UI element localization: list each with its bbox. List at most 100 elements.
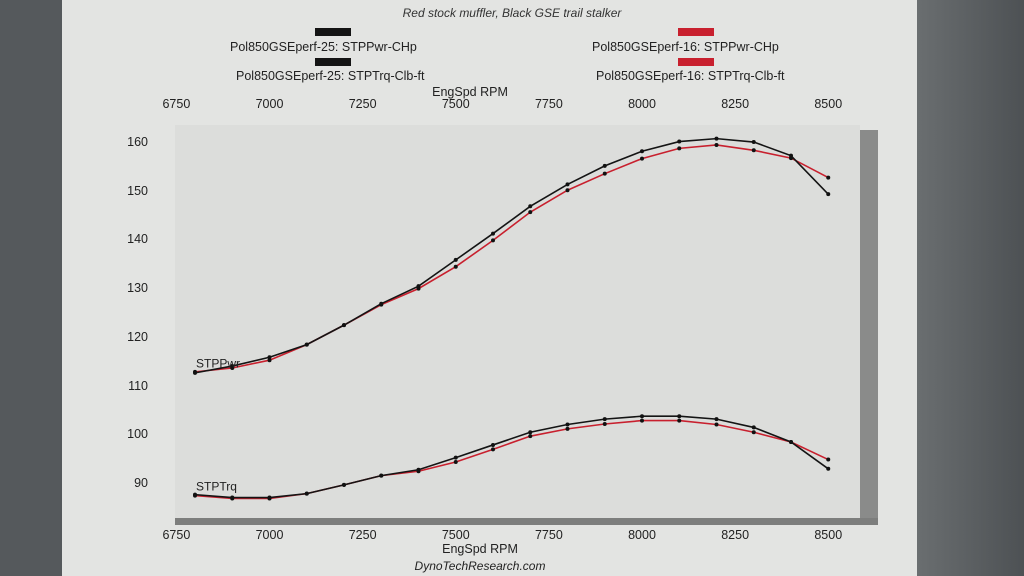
legend-label: Pol850GSEperf-25: STPTrq-Clb-ft <box>236 69 425 83</box>
data-point <box>677 139 682 144</box>
data-point <box>677 414 682 419</box>
x-tick-label-bottom: 7500 <box>441 528 470 542</box>
x-tick-label-top: 7250 <box>348 97 377 111</box>
data-point <box>379 301 384 306</box>
x-axis-title-top: EngSpd RPM <box>432 85 508 99</box>
data-point <box>789 153 793 158</box>
data-point <box>677 146 682 151</box>
x-tick-label-top: 7500 <box>441 97 470 111</box>
data-point <box>453 257 458 262</box>
data-point <box>565 188 570 193</box>
x-axis-title-bottom: EngSpd RPM <box>442 542 518 556</box>
series-line-0 <box>194 137 829 374</box>
x-tick-label-bottom: 7250 <box>348 528 377 542</box>
data-point <box>230 495 235 500</box>
data-point <box>826 466 831 471</box>
curve-label-power: STPPwr <box>196 356 240 370</box>
legend-swatch-black-torque <box>315 58 351 66</box>
x-tick-label-bottom: 7750 <box>534 528 563 542</box>
y-tick-label: 110 <box>128 378 148 393</box>
data-point <box>528 210 533 215</box>
legend-swatch-red-torque <box>678 58 714 66</box>
data-point <box>640 414 644 419</box>
data-point <box>826 175 831 180</box>
data-point <box>193 370 197 375</box>
y-tick-label: 100 <box>127 427 148 442</box>
y-tick-label: 150 <box>127 183 148 198</box>
curve-label-torque: STPTrq <box>196 480 237 494</box>
plot-shadow-bottom <box>175 518 878 525</box>
data-point <box>453 264 458 269</box>
data-point <box>342 323 346 328</box>
legend-label: Pol850GSEperf-16: STPPwr-CHp <box>592 40 779 54</box>
data-point <box>304 491 309 496</box>
data-point <box>826 457 831 462</box>
data-point <box>751 430 756 435</box>
data-point <box>789 440 793 445</box>
data-point <box>677 418 682 423</box>
data-point <box>602 417 607 422</box>
data-point <box>602 171 607 176</box>
data-point <box>267 355 272 360</box>
data-point <box>491 442 495 447</box>
x-tick-label-bottom: 6750 <box>162 528 191 542</box>
data-point <box>826 192 831 197</box>
data-point <box>751 148 756 153</box>
data-point <box>230 364 235 369</box>
y-tick-label: 140 <box>127 232 148 247</box>
data-point <box>528 434 533 439</box>
data-point <box>565 426 570 431</box>
x-tick-label-bottom: 8250 <box>721 528 750 542</box>
x-tick-label-top: 7000 <box>255 97 284 111</box>
data-point <box>491 447 495 452</box>
data-point <box>528 204 533 209</box>
data-point <box>602 421 607 426</box>
data-point <box>714 417 719 422</box>
x-tick-label-bottom: 7000 <box>255 528 284 542</box>
legend-label: Pol850GSEperf-16: STPTrq-Clb-ft <box>596 69 785 83</box>
plot-shadow-right <box>860 130 878 524</box>
y-tick-label: 90 <box>134 475 148 490</box>
y-tick-label: 160 <box>127 135 148 149</box>
data-point <box>304 342 309 347</box>
data-point <box>565 422 570 427</box>
data-point <box>453 459 458 464</box>
background-wall <box>917 0 1024 576</box>
data-point <box>640 418 644 423</box>
data-point <box>528 430 533 435</box>
plot-area <box>175 125 860 518</box>
data-point <box>751 425 756 430</box>
x-tick-label-top: 8250 <box>721 97 750 111</box>
data-point <box>267 358 272 363</box>
data-point <box>714 136 719 141</box>
data-point <box>267 495 272 500</box>
chart-subtitle: Red stock muffler, Black GSE trail stalk… <box>402 6 622 20</box>
data-point <box>751 140 756 145</box>
x-tick-label-bottom: 8500 <box>814 528 843 542</box>
x-tick-label-top: 7750 <box>534 97 563 111</box>
data-point <box>565 182 570 187</box>
data-point <box>602 163 607 168</box>
legend-swatch-red-power <box>678 28 714 36</box>
y-tick-label: 130 <box>127 281 148 296</box>
legend-label: Pol850GSEperf-25: STPPwr-CHp <box>230 40 417 54</box>
data-point <box>714 422 719 427</box>
data-point <box>640 156 644 161</box>
series-line-2 <box>194 415 829 499</box>
data-point <box>193 492 197 497</box>
data-point <box>416 284 421 289</box>
x-tick-label-bottom: 8000 <box>628 528 656 542</box>
legend-swatch-black-power <box>315 28 351 36</box>
data-point <box>416 467 421 472</box>
data-point <box>453 455 458 460</box>
footer-site: DynoTechResearch.com <box>414 559 546 573</box>
data-point <box>640 149 644 154</box>
data-point <box>379 473 384 478</box>
data-point <box>491 231 495 236</box>
x-tick-label-top: 8500 <box>814 97 843 111</box>
data-point <box>342 482 346 487</box>
data-point <box>491 238 495 243</box>
data-point <box>714 142 719 147</box>
y-tick-label: 120 <box>127 329 148 344</box>
